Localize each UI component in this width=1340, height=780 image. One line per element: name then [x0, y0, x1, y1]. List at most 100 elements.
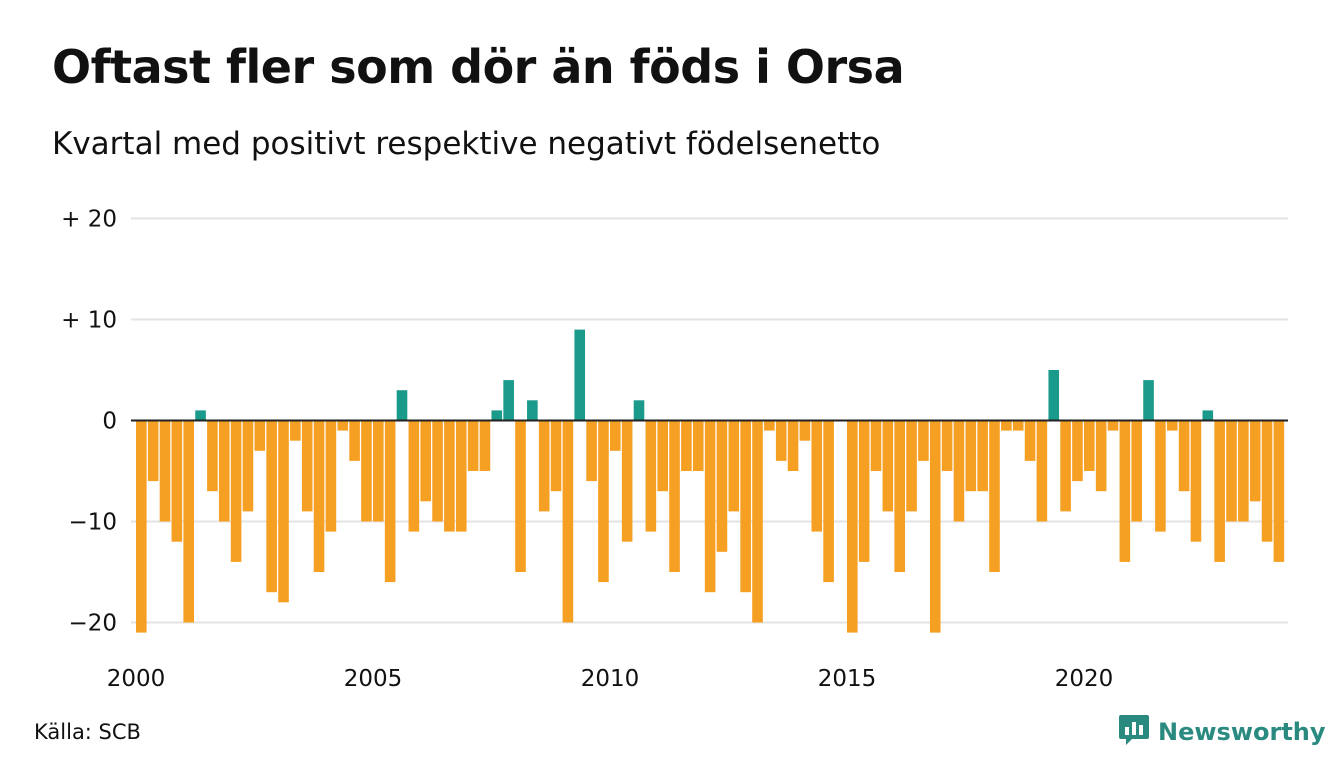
- bar-negative: 2008K4: -7: [550, 420, 562, 492]
- x-axis-labels: 2000 2005 2010 2015 2020: [107, 666, 1114, 692]
- chart-title: Oftast fler som dör än föds i Orsa: [52, 40, 905, 94]
- bar-negative: 2022K4: -14: [1214, 420, 1225, 562]
- x-tick-label: 2010: [581, 666, 640, 692]
- bar-negative: 2002K3: -3: [254, 420, 266, 451]
- bar-negative: 2023K2: -10: [1238, 420, 1249, 522]
- bar-negative: 2020K4: -14: [1119, 420, 1131, 562]
- y-tick-label: 0: [102, 409, 117, 435]
- bar-negative: 2015K3: -5: [870, 420, 882, 471]
- bar-negative: 2006K3: -11: [444, 420, 455, 532]
- bar-positive: 2007K4: 4: [503, 380, 514, 421]
- bar-negative: 2015K1: -21: [847, 420, 858, 633]
- y-tick-label: + 10: [61, 308, 117, 334]
- bar-negative: 2016K4: -21: [929, 420, 941, 633]
- chart-subtitle: Kvartal med positivt respektive negativt…: [52, 126, 881, 162]
- bar-negative: 2005K4: -11: [408, 420, 420, 532]
- bar-negative: 2012K3: -9: [728, 420, 740, 512]
- bar-negative: 2001K1: -20: [183, 420, 194, 623]
- bar-positive: 2005K3: 3: [396, 390, 408, 421]
- bar-negative: 2005K2: -16: [384, 420, 396, 583]
- bar-negative: 2000K2: -6: [147, 420, 159, 482]
- bar-negative: 2016K1: -15: [894, 420, 905, 572]
- bar-negative: 2013K2: -1: [764, 420, 775, 431]
- bar-negative: 2006K4: -11: [455, 420, 467, 532]
- bar-negative: 2013K3: -4: [775, 420, 787, 461]
- bar-negative: 2010K2: -12: [621, 420, 633, 542]
- y-tick-label: + 20: [61, 207, 117, 233]
- bar-negative: 2020K1: -5: [1084, 420, 1095, 471]
- bar-negative: 2022K2: -12: [1190, 420, 1202, 542]
- bar-negative: 2002K2: -9: [242, 420, 254, 512]
- bar-negative: 2019K4: -6: [1072, 420, 1083, 482]
- bar-positive: 2008K2: 2: [527, 400, 538, 421]
- bar-negative: 2011K3: -5: [681, 420, 692, 471]
- bar-negative: 2023K3: -8: [1249, 420, 1261, 502]
- bar-positive: 2007K3: 1: [491, 410, 503, 421]
- bar-negative: 2009K1: -20: [562, 420, 574, 623]
- bar-negative: 2012K4: -17: [740, 420, 751, 593]
- bar-negative: 2004K3: -4: [349, 420, 360, 461]
- x-tick-label: 2005: [344, 666, 403, 692]
- bar-negative: 2021K3: -11: [1155, 420, 1166, 532]
- bar-negative: 2011K2: -15: [669, 420, 680, 572]
- bar-negative: 2014K1: -2: [799, 420, 811, 441]
- bar-negative: 2018K3: -1: [1012, 420, 1024, 431]
- bar-negative: 2004K1: -11: [325, 420, 337, 532]
- bars: 2000K1: -212000K2: -62000K3: -102000K4: …: [136, 329, 1285, 633]
- bar-negative: 2017K3: -7: [965, 420, 977, 492]
- bar-negative: 2007K2: -5: [479, 420, 491, 471]
- bar-negative: 2019K3: -9: [1060, 420, 1071, 512]
- bar-negative: 2017K1: -5: [941, 420, 953, 471]
- x-tick-label: 2020: [1055, 666, 1114, 692]
- bar-negative: 2016K3: -4: [918, 420, 929, 461]
- bar-positive: 2010K3: 2: [633, 400, 645, 421]
- bar-negative: 2013K1: -20: [752, 420, 763, 623]
- bar-negative: 2014K3: -16: [823, 420, 834, 583]
- bar-negative: 2003K4: -15: [313, 420, 325, 572]
- bar-negative: 2005K1: -10: [373, 420, 384, 522]
- bar-negative: 2004K4: -10: [361, 420, 372, 522]
- bar-negative: 2014K2: -11: [811, 420, 823, 532]
- bar-negative: 2011K1: -7: [657, 420, 668, 492]
- bar-negative: 2012K1: -17: [704, 420, 716, 593]
- bar-positive: 2021K2: 4: [1143, 380, 1154, 421]
- x-tick-label: 2000: [107, 666, 166, 692]
- bar-negative: 2021K1: -10: [1131, 420, 1142, 522]
- bar-negative: 2006K1: -8: [420, 420, 431, 502]
- bar-negative: 2003K1: -18: [278, 420, 289, 603]
- brand: Newsworthy: [1118, 713, 1326, 751]
- y-tick-label: −20: [68, 611, 117, 637]
- bar-chart: 2000K1: -212000K2: -62000K3: -102000K4: …: [61, 207, 1288, 692]
- bar-negative: 2018K4: -4: [1024, 420, 1036, 461]
- bar-negative: 2012K2: -13: [716, 420, 728, 552]
- brand-name: Newsworthy: [1158, 718, 1326, 746]
- bar-negative: 2009K4: -16: [598, 420, 609, 583]
- bar-negative: 2019K1: -10: [1036, 420, 1048, 522]
- bar-negative: 2013K4: -5: [787, 420, 799, 471]
- bar-negative: 2017K2: -10: [953, 420, 965, 522]
- bar-negative: 2017K4: -7: [977, 420, 988, 492]
- bar-negative: 2000K1: -21: [136, 420, 147, 633]
- bar-negative: 2023K4: -12: [1261, 420, 1273, 542]
- bar-negative: 2018K2: -1: [1001, 420, 1012, 431]
- bar-negative: 2015K2: -14: [858, 420, 870, 562]
- bar-positive: 2001K2: 1: [195, 410, 206, 421]
- bar-positive: 2009K2: 9: [574, 329, 586, 421]
- newsworthy-logo-icon: [1118, 713, 1150, 751]
- bar-negative: 2018K1: -15: [989, 420, 1000, 572]
- source-note: Källa: SCB: [34, 720, 141, 744]
- y-axis-labels: + 20 + 10 0 −10 −20: [61, 207, 117, 637]
- y-tick-label: −10: [68, 510, 117, 536]
- bar-negative: 2015K4: -9: [882, 420, 894, 512]
- bar-negative: 2001K4: -10: [218, 420, 230, 522]
- bar-negative: 2002K1: -14: [230, 420, 242, 562]
- bar-negative: 2024K1: -14: [1273, 420, 1285, 562]
- bar-negative: 2016K2: -9: [906, 420, 917, 512]
- bar-negative: 2002K4: -17: [266, 420, 277, 593]
- bar-positive: 2019K2: 5: [1048, 370, 1060, 421]
- bar-negative: 2009K3: -6: [586, 420, 597, 482]
- bar-negative: 2010K1: -3: [610, 420, 621, 451]
- bar-negative: 2011K4: -5: [692, 420, 704, 471]
- bar-negative: 2000K4: -12: [171, 420, 183, 542]
- bar-negative: 2000K3: -10: [159, 420, 171, 522]
